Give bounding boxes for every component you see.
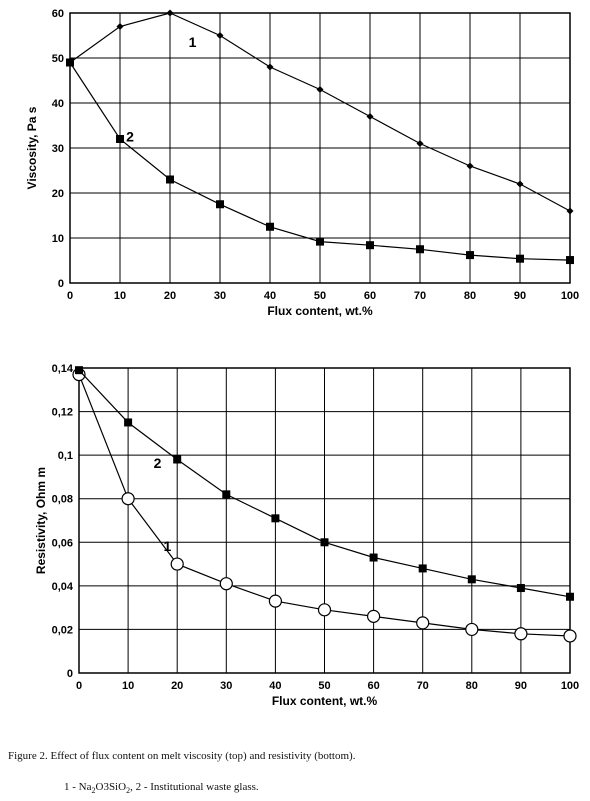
series-1-point bbox=[268, 594, 282, 608]
series-2-point bbox=[266, 222, 274, 231]
series-1-point bbox=[121, 492, 135, 506]
series-1-point bbox=[416, 140, 424, 147]
legend-subscript-2: 2 bbox=[126, 786, 131, 796]
series-1-point bbox=[514, 627, 528, 641]
y-tick-label: 20 bbox=[52, 188, 64, 200]
y-tick-label: 10 bbox=[52, 233, 64, 245]
series-2-point bbox=[222, 490, 231, 499]
series-2-point bbox=[418, 564, 427, 573]
series-2-point bbox=[320, 538, 329, 547]
y-tick-label: 0,02 bbox=[52, 624, 73, 636]
y-axis-title: Viscosity, Pa s bbox=[25, 106, 39, 189]
series-1-point bbox=[317, 603, 332, 617]
series-2-point bbox=[166, 175, 174, 184]
y-tick-label: 40 bbox=[52, 98, 64, 110]
legend-part-1: 1 - Na bbox=[64, 781, 92, 793]
y-tick-label: 60 bbox=[52, 8, 64, 20]
series-2-point bbox=[369, 553, 378, 562]
x-tick-label: 0 bbox=[76, 680, 82, 692]
figure-caption: Figure 2. Effect of flux content on melt… bbox=[8, 750, 356, 762]
series-1-point bbox=[219, 577, 233, 591]
x-tick-label: 30 bbox=[214, 290, 226, 302]
x-tick-label: 20 bbox=[171, 680, 183, 692]
x-axis-title: Flux content, wt.% bbox=[272, 694, 378, 708]
x-tick-label: 0 bbox=[67, 290, 73, 302]
series-1-point bbox=[366, 113, 374, 120]
series-1-point bbox=[516, 180, 524, 188]
y-tick-label: 0,04 bbox=[52, 581, 74, 593]
series-1-point bbox=[166, 9, 174, 17]
x-tick-label: 70 bbox=[417, 680, 429, 692]
series-2-point bbox=[75, 366, 83, 375]
y-tick-label: 0 bbox=[67, 668, 73, 680]
legend-part-2: O3SiO bbox=[95, 781, 127, 793]
series-2-point bbox=[416, 245, 424, 254]
x-tick-label: 40 bbox=[269, 680, 281, 692]
y-tick-label: 0,06 bbox=[52, 537, 73, 549]
series-2-point bbox=[216, 200, 224, 209]
series-1-point bbox=[367, 609, 381, 623]
series-2-point bbox=[173, 455, 182, 464]
plot-frame bbox=[78, 367, 571, 674]
x-tick-label: 90 bbox=[514, 290, 526, 302]
x-tick-label: 30 bbox=[220, 680, 232, 692]
series-2-label: 2 bbox=[126, 128, 134, 144]
x-tick-label: 90 bbox=[515, 680, 527, 692]
y-tick-label: 30 bbox=[52, 143, 64, 155]
series-2-point bbox=[124, 418, 133, 427]
y-tick-label: 50 bbox=[52, 53, 64, 65]
resistivity-chart: 0 0,02 0,04 0,06 0,08 0,1 0,12 0,14 0 10 20 30 40 50 6… bbox=[34, 363, 579, 708]
series-2-label: 2 bbox=[154, 455, 162, 471]
y-tick-label: 0,12 bbox=[52, 407, 73, 419]
series-1-label: 1 bbox=[163, 538, 171, 554]
series-2-point bbox=[516, 254, 524, 263]
plot-frame bbox=[69, 12, 571, 284]
legend-part-3: , 2 - Institutional waste glass. bbox=[130, 781, 259, 793]
y-tick-label: 0,14 bbox=[52, 363, 74, 375]
y-axis-title: Resistivity, Ohm m bbox=[34, 467, 48, 574]
x-tick-label: 50 bbox=[318, 680, 330, 692]
viscosity-chart: 0 10 20 30 40 50 60 0 10 20 30 40 50 60 70 80 90 100 Flux … bbox=[25, 8, 579, 318]
x-tick-label: 50 bbox=[314, 290, 326, 302]
x-tick-label: 10 bbox=[114, 290, 126, 302]
series-1-point bbox=[416, 616, 430, 630]
x-tick-label: 100 bbox=[561, 680, 579, 692]
series-1-point bbox=[170, 557, 184, 571]
series-1-label: 1 bbox=[189, 34, 197, 50]
series-1-point bbox=[116, 23, 124, 30]
x-tick-label: 20 bbox=[164, 290, 176, 302]
x-tick-label: 70 bbox=[414, 290, 426, 302]
y-tick-label: 0,1 bbox=[58, 450, 73, 462]
y-tick-label: 0,08 bbox=[52, 494, 73, 506]
series-2-point bbox=[66, 58, 74, 67]
series-2-point bbox=[271, 514, 280, 523]
series-1-point bbox=[563, 629, 577, 643]
series-2-point bbox=[566, 592, 574, 601]
series-2-point bbox=[516, 584, 525, 593]
series-1-point bbox=[266, 63, 274, 71]
series-2-point bbox=[467, 575, 476, 584]
series-1-point bbox=[216, 32, 224, 39]
series-2-point bbox=[116, 135, 124, 143]
series-1-point bbox=[566, 207, 574, 215]
series-2-point bbox=[316, 237, 324, 246]
x-tick-label: 10 bbox=[122, 680, 134, 692]
x-tick-label: 80 bbox=[466, 680, 478, 692]
y-tick-label: 0 bbox=[58, 278, 64, 290]
series-2-point bbox=[466, 251, 474, 260]
series-1-point bbox=[316, 86, 324, 93]
series-1-point bbox=[465, 622, 479, 637]
x-tick-label: 80 bbox=[464, 290, 476, 302]
legend-subscript-1: 2 bbox=[91, 786, 96, 796]
x-tick-label: 40 bbox=[264, 290, 276, 302]
series-1-point bbox=[466, 162, 474, 170]
x-tick-label: 60 bbox=[367, 680, 379, 692]
x-tick-label: 100 bbox=[561, 290, 579, 302]
figure-legend-text: 1 - Na2O3SiO2, 2 - Institutional waste g… bbox=[64, 781, 259, 795]
series-2-point bbox=[366, 241, 374, 250]
x-axis-title: Flux content, wt.% bbox=[267, 304, 373, 318]
x-tick-label: 60 bbox=[364, 290, 376, 302]
series-2-point bbox=[566, 256, 574, 265]
